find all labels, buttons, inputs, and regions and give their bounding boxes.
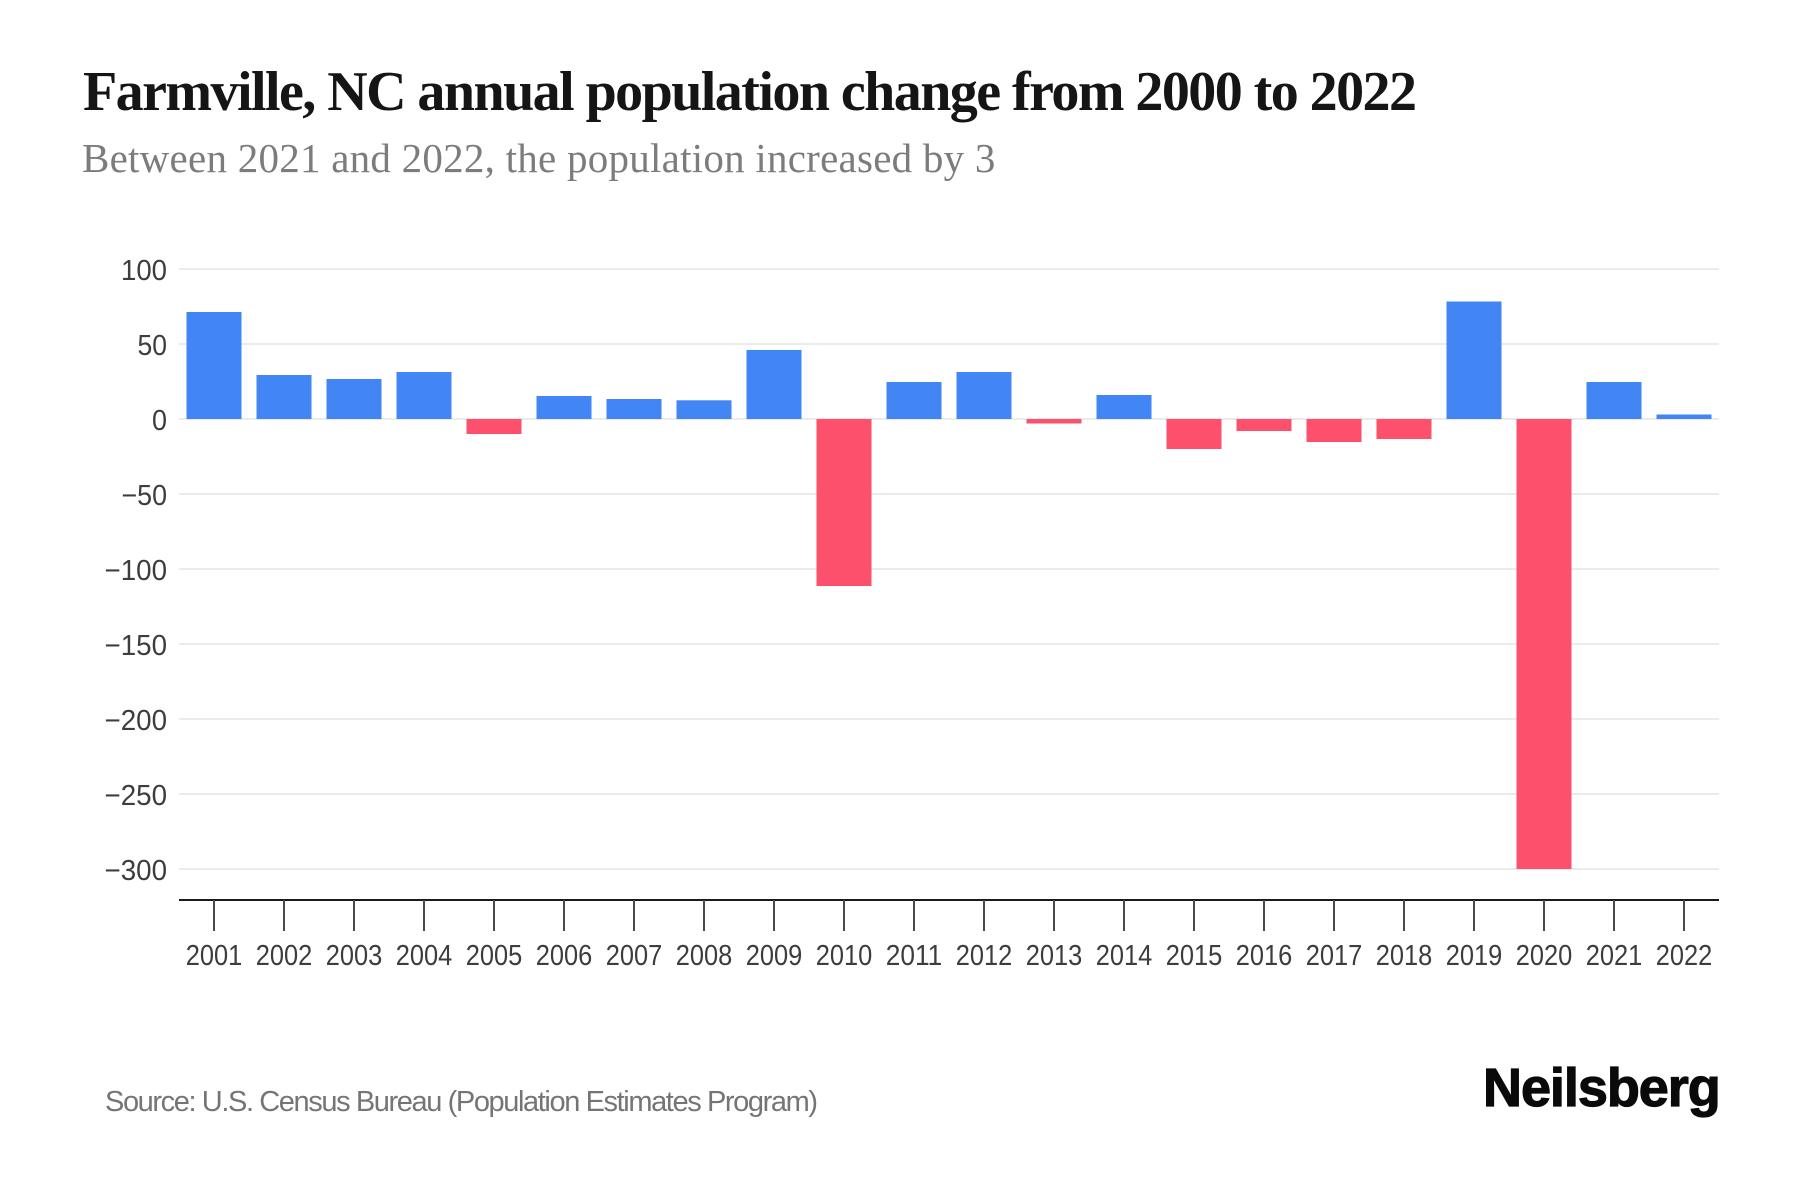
svg-text:2022: 2022: [1656, 940, 1713, 972]
svg-text:2004: 2004: [396, 940, 453, 972]
svg-text:2014: 2014: [1096, 940, 1153, 972]
svg-text:2005: 2005: [466, 940, 523, 972]
svg-text:2002: 2002: [256, 940, 313, 972]
svg-text:2009: 2009: [746, 940, 803, 972]
svg-text:50: 50: [138, 330, 168, 362]
svg-text:−250: −250: [105, 780, 168, 812]
svg-text:2020: 2020: [1516, 940, 1573, 972]
svg-text:2011: 2011: [886, 940, 943, 972]
svg-text:−100: −100: [105, 555, 168, 587]
svg-text:2019: 2019: [1446, 940, 1503, 972]
svg-text:−150: −150: [105, 630, 168, 662]
svg-text:2016: 2016: [1236, 940, 1293, 972]
svg-text:2018: 2018: [1376, 940, 1433, 972]
svg-text:0: 0: [152, 405, 167, 437]
svg-text:2015: 2015: [1166, 940, 1223, 972]
svg-text:−50: −50: [122, 480, 168, 512]
svg-text:−300: −300: [105, 855, 168, 887]
svg-text:2012: 2012: [956, 940, 1013, 972]
svg-text:2007: 2007: [606, 940, 663, 972]
svg-text:2003: 2003: [326, 940, 383, 972]
svg-text:2008: 2008: [676, 940, 733, 972]
svg-text:2006: 2006: [536, 940, 593, 972]
svg-text:2010: 2010: [816, 940, 873, 972]
svg-text:2001: 2001: [186, 940, 243, 972]
svg-text:2013: 2013: [1026, 940, 1083, 972]
svg-text:100: 100: [121, 255, 167, 287]
svg-text:2017: 2017: [1306, 940, 1363, 972]
svg-text:−200: −200: [105, 705, 168, 737]
svg-text:2021: 2021: [1586, 940, 1643, 972]
